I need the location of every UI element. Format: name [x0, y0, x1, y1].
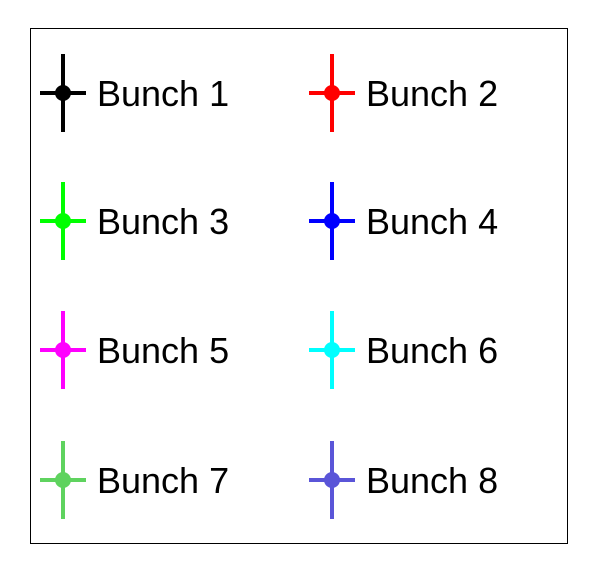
legend-entry: Bunch 3 [40, 182, 229, 260]
legend-label: Bunch 4 [366, 201, 498, 242]
legend-marker-point [55, 342, 71, 358]
legend-marker-point [55, 85, 71, 101]
legend-entry: Bunch 2 [309, 54, 498, 132]
legend-label: Bunch 2 [366, 73, 498, 114]
legend-entry: Bunch 8 [309, 441, 498, 519]
legend-marker-point [55, 213, 71, 229]
legend-entry: Bunch 4 [309, 182, 498, 260]
legend-marker-point [324, 213, 340, 229]
legend-label: Bunch 3 [97, 201, 229, 242]
legend-entry: Bunch 7 [40, 441, 229, 519]
legend-entry: Bunch 1 [40, 54, 229, 132]
legend-label: Bunch 8 [366, 460, 498, 501]
legend-label: Bunch 1 [97, 73, 229, 114]
legend-entry: Bunch 6 [309, 311, 498, 389]
legend-entries: Bunch 1 Bunch 2 Bunch 3 Bunch 4 Bunch 5 Bunch… [40, 54, 498, 519]
legend-marker-point [324, 85, 340, 101]
legend-marker-point [324, 472, 340, 488]
legend-label: Bunch 6 [366, 330, 498, 371]
legend-entry: Bunch 5 [40, 311, 229, 389]
legend-frame [30, 28, 568, 544]
legend-marker-point [324, 342, 340, 358]
legend-label: Bunch 5 [97, 330, 229, 371]
legend-marker-point [55, 472, 71, 488]
legend-label: Bunch 7 [97, 460, 229, 501]
